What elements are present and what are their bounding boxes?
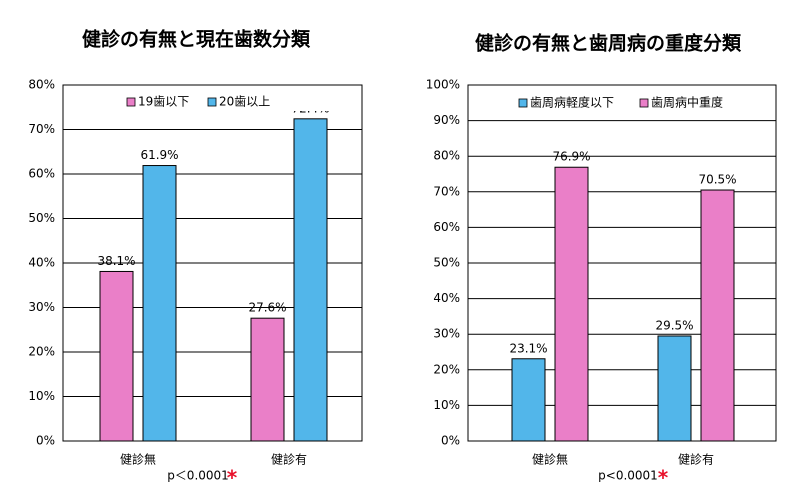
legend-swatch [639, 98, 649, 108]
y-tick-label: 50% [433, 256, 460, 270]
y-tick-label: 70% [433, 184, 460, 198]
x-tick-label: 健診無 [532, 452, 568, 467]
bar [700, 189, 735, 442]
plot-border [467, 84, 777, 442]
y-tick-label: 50% [28, 211, 55, 225]
bar [554, 166, 589, 442]
y-tick-label: 80% [433, 149, 460, 163]
legend-label: 20歯以上 [219, 95, 270, 109]
value-label: 27.6% [248, 301, 286, 315]
legend-swatch [518, 98, 528, 108]
y-tick-label: 60% [433, 220, 460, 234]
x-tick-label: 健診無 [120, 452, 156, 467]
y-tick-label: 40% [28, 256, 55, 270]
y-tick-label: 10% [28, 389, 55, 403]
value-label: 23.1% [509, 341, 547, 355]
bar [657, 335, 692, 442]
y-tick-label: 0% [441, 434, 460, 448]
y-tick-label: 60% [28, 167, 55, 181]
y-tick-label: 10% [433, 398, 460, 412]
y-tick-label: 90% [433, 113, 460, 127]
annotation: p<0.0001 [598, 469, 658, 483]
bar [293, 118, 328, 442]
y-tick-label: 80% [28, 78, 55, 92]
value-label: 38.1% [97, 254, 135, 268]
value-label: 70.5% [698, 173, 736, 187]
y-tick-label: 100% [426, 78, 460, 92]
legend-swatch [126, 97, 136, 107]
significance: * [227, 466, 238, 490]
y-tick-label: 20% [433, 362, 460, 376]
legend-label: 歯周病中重度 [651, 95, 723, 110]
y-tick-label: 30% [28, 300, 55, 314]
x-tick-label: 健診有 [271, 452, 307, 467]
legend-label: 歯周病軽度以下 [530, 95, 614, 110]
value-label: 61.9% [140, 148, 178, 162]
y-tick-label: 70% [28, 122, 55, 136]
y-tick-label: 0% [36, 434, 55, 448]
legend-label: 19歯以下 [138, 95, 189, 109]
y-tick-label: 40% [433, 291, 460, 305]
bar [511, 358, 546, 442]
value-label: 76.9% [552, 150, 590, 164]
chart-title: 健診の有無と歯周病の重度分類 [475, 32, 742, 55]
y-tick-label: 30% [433, 327, 460, 341]
value-label: 29.5% [655, 318, 693, 332]
chart-title: 健診の有無と現在歯数分類 [82, 28, 311, 51]
x-tick-label: 健診有 [678, 452, 714, 467]
bar [142, 165, 177, 442]
legend-swatch [207, 97, 217, 107]
bar [99, 270, 134, 442]
significance: * [658, 466, 669, 490]
legend-box [507, 94, 767, 112]
bar [250, 317, 285, 442]
annotation: p＜0.0001 [167, 469, 229, 483]
legend-box [125, 93, 357, 111]
y-tick-label: 20% [28, 345, 55, 359]
plot-border [62, 84, 363, 442]
